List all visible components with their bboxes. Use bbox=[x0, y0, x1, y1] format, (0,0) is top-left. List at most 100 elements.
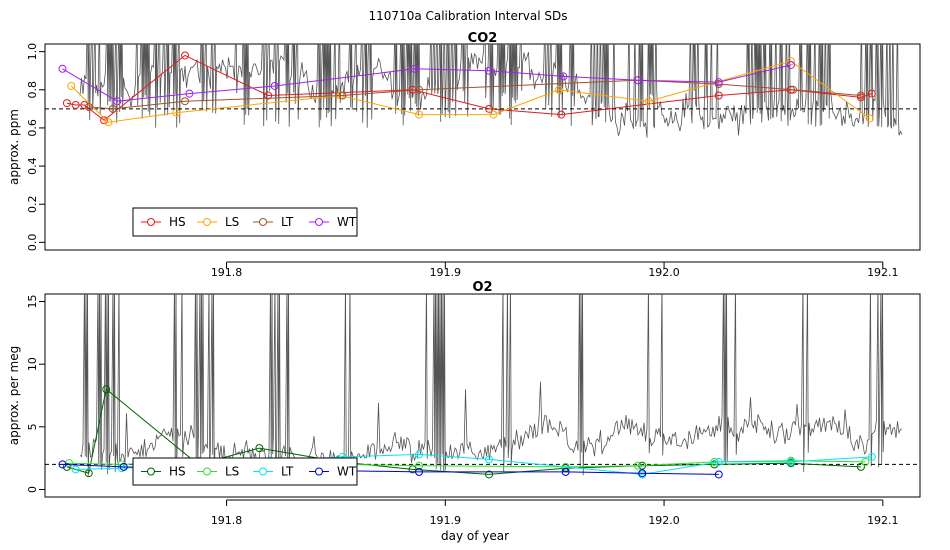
data-point-hs bbox=[255, 444, 264, 453]
x-tick-label: 191.9 bbox=[430, 266, 462, 279]
legend-marker bbox=[315, 467, 323, 476]
data-point-ls bbox=[489, 110, 498, 119]
y-tick-label: 0.0 bbox=[26, 234, 39, 252]
data-point-lt bbox=[415, 450, 424, 459]
data-point-lt bbox=[867, 452, 876, 461]
data-point-hs bbox=[84, 469, 93, 478]
x-tick-label: 192.1 bbox=[867, 266, 899, 279]
series-line-ls bbox=[70, 60, 870, 123]
plot-frame bbox=[44, 43, 921, 251]
y-tick-label: 10 bbox=[26, 357, 39, 371]
panel-title: CO2 bbox=[468, 31, 498, 46]
data-point-wt bbox=[714, 78, 723, 87]
data-point-ls bbox=[786, 57, 795, 66]
data-point-lt bbox=[789, 85, 798, 94]
co2-panel: CO2 0.0 0.2 0.4 0.6 0.8 1.0 approx. ppm 191.8 191… bbox=[7, 31, 921, 279]
y-tick-label: 15 bbox=[26, 295, 39, 309]
x-axis-label: day of year bbox=[441, 529, 509, 543]
legend-marker bbox=[203, 467, 211, 476]
plot-area bbox=[45, 44, 920, 138]
data-point-wt bbox=[58, 460, 67, 469]
data-point-ls bbox=[104, 118, 113, 127]
data-point-hs bbox=[62, 99, 71, 108]
data-point-wt bbox=[485, 66, 494, 75]
data-point-hs bbox=[710, 460, 719, 469]
data-point-ls bbox=[415, 461, 424, 470]
data-point-ls bbox=[633, 461, 642, 470]
data-point-lt bbox=[714, 457, 723, 466]
legend-label: WT bbox=[337, 465, 357, 479]
data-point-wt bbox=[561, 467, 570, 476]
data-point-wt bbox=[113, 97, 122, 106]
legend-marker bbox=[147, 467, 155, 476]
legend-marker bbox=[315, 218, 323, 226]
data-point-lt bbox=[71, 465, 80, 474]
legend-marker bbox=[259, 467, 267, 476]
data-point-ls bbox=[861, 457, 870, 466]
data-point-hs bbox=[100, 116, 109, 125]
y-tick-label: 5 bbox=[26, 423, 39, 430]
data-point-lt bbox=[84, 102, 93, 111]
x-tick-label: 192.1 bbox=[867, 514, 899, 527]
data-point-lt bbox=[117, 464, 126, 473]
x-tick-label: 192.0 bbox=[648, 514, 680, 527]
data-point-hs bbox=[867, 89, 876, 98]
y-tick-label: 0.6 bbox=[26, 119, 39, 137]
x-tick-label: 191.8 bbox=[211, 514, 243, 527]
panel-title: O2 bbox=[472, 280, 492, 295]
data-point-hs bbox=[485, 104, 494, 113]
legend-marker bbox=[147, 218, 155, 226]
data-point-lt bbox=[786, 457, 795, 466]
y-tick-label: 0 bbox=[26, 486, 39, 493]
data-point-hs bbox=[485, 470, 494, 479]
figure-title: 110710a Calibration Interval SDs bbox=[369, 9, 568, 23]
data-point-wt bbox=[415, 467, 424, 476]
data-point-wt bbox=[58, 64, 67, 73]
legend-label: LS bbox=[225, 215, 239, 229]
y-tick-label: 0.4 bbox=[26, 157, 39, 175]
legend-marker bbox=[203, 218, 211, 226]
data-point-lt bbox=[856, 91, 865, 100]
o2-panel: O2 0 5 10 15 approx. per meg 191.8 191.9 192.0 19… bbox=[7, 280, 921, 527]
legend-marker bbox=[259, 218, 267, 226]
y-tick-label: 1.0 bbox=[26, 43, 39, 61]
data-point-wt bbox=[270, 81, 279, 90]
raw-signal-trace bbox=[79, 44, 903, 138]
data-point-hs bbox=[714, 91, 723, 100]
data-point-wt bbox=[559, 72, 568, 81]
data-point-lt bbox=[338, 91, 347, 100]
legend-label: HS bbox=[169, 215, 186, 229]
legend-label: WT bbox=[337, 215, 357, 229]
data-point-wt bbox=[410, 64, 419, 73]
data-point-hs bbox=[264, 91, 273, 100]
series-line-wt bbox=[62, 64, 792, 102]
y-tick-label: 0.2 bbox=[26, 195, 39, 213]
legend: HS LS LT WT bbox=[132, 457, 358, 486]
data-point-wt bbox=[714, 470, 723, 479]
data-point-lt bbox=[485, 455, 494, 464]
y-tick-label: 0.8 bbox=[26, 81, 39, 99]
data-point-hs bbox=[856, 462, 865, 471]
legend-label: HS bbox=[169, 465, 186, 479]
data-point-ls bbox=[644, 97, 653, 106]
data-point-wt bbox=[185, 89, 194, 98]
legend-label: LS bbox=[225, 465, 239, 479]
x-tick-label: 191.8 bbox=[211, 266, 243, 279]
x-tick-label: 192.0 bbox=[648, 266, 680, 279]
data-point-ls bbox=[865, 114, 874, 123]
y-axis-label: approx. ppm bbox=[7, 109, 21, 185]
data-point-hs bbox=[102, 385, 111, 394]
data-point-lt bbox=[108, 104, 117, 113]
data-point-lt bbox=[181, 97, 189, 106]
data-point-hs bbox=[557, 110, 566, 119]
data-point-ls bbox=[415, 110, 424, 119]
x-tick-label: 191.9 bbox=[430, 514, 462, 527]
data-point-wt bbox=[786, 60, 795, 69]
legend-label: LT bbox=[281, 465, 294, 479]
series-line-hs bbox=[66, 388, 861, 475]
data-point-wt bbox=[119, 462, 128, 471]
data-point-wt bbox=[633, 76, 642, 85]
data-point-wt bbox=[638, 469, 647, 478]
data-point-ls bbox=[172, 108, 181, 117]
